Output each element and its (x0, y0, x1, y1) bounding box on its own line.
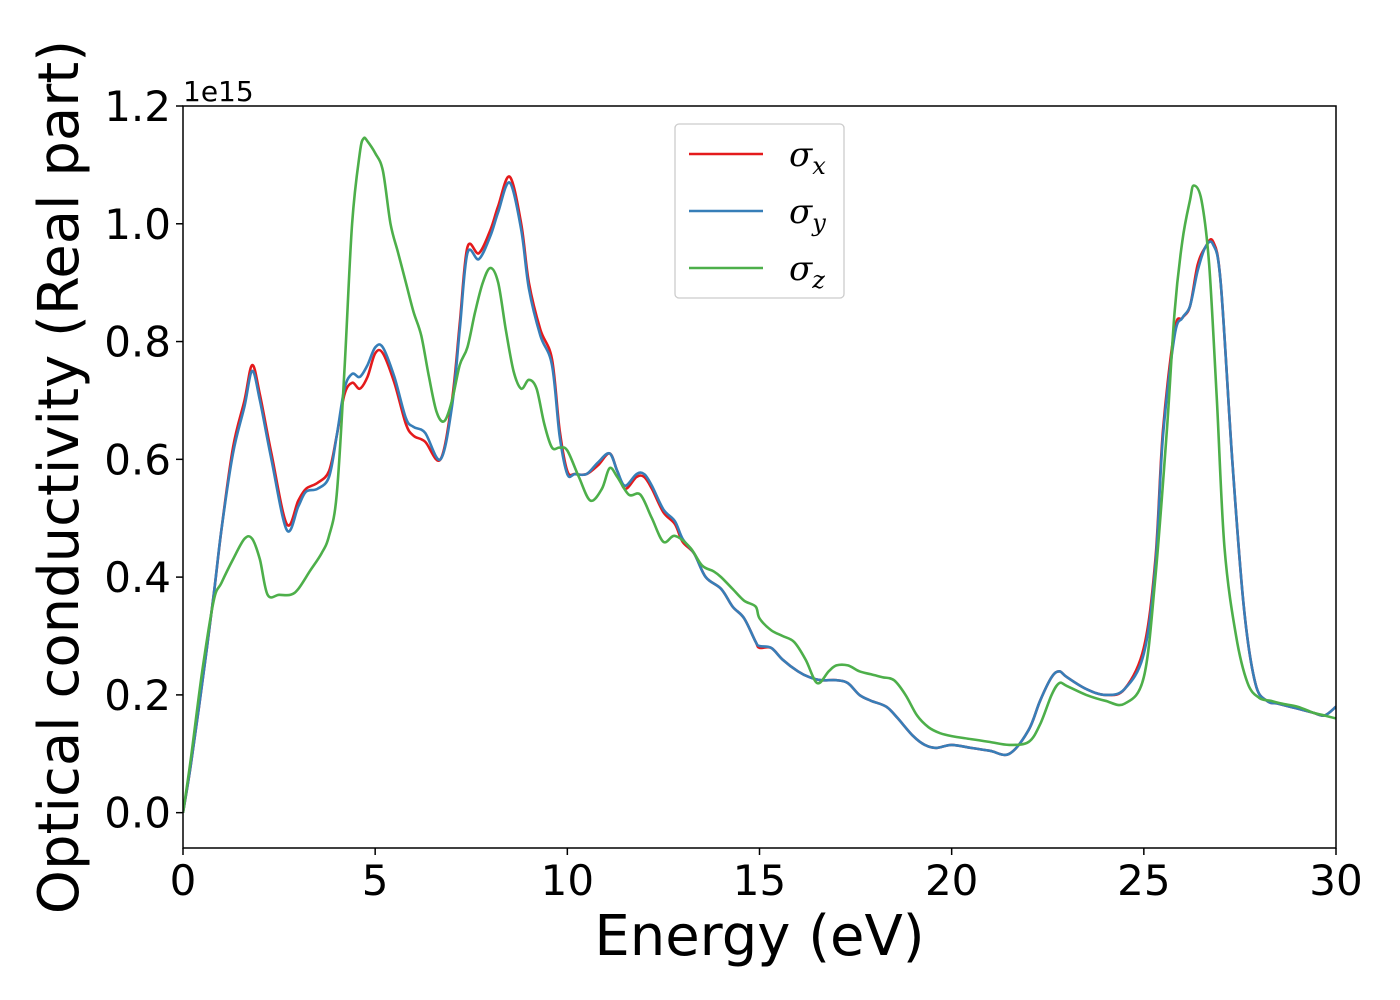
x-tick-label: 25 (1117, 856, 1170, 905)
y-tick-label: 1.2 (104, 82, 171, 131)
series-layer (183, 136, 1336, 813)
y-tick-label: 0.6 (104, 435, 171, 484)
x-tick-label: 30 (1309, 856, 1362, 905)
legend-label-z: σz (789, 249, 825, 294)
x-tick-label: 5 (362, 856, 389, 905)
legend-subscript: x (812, 152, 826, 180)
x-tick-label: 0 (170, 856, 197, 905)
y-tick-label: 0.8 (104, 318, 171, 367)
legend-symbol: σ (789, 135, 813, 175)
legend-subscript: z (811, 266, 825, 294)
x-axis-title: Energy (eV) (594, 904, 924, 969)
legend-label-y: σy (789, 192, 826, 237)
x-tick-label: 15 (733, 856, 786, 905)
y-tick-label: 1.0 (104, 200, 171, 249)
y-tick-label: 0.4 (104, 553, 171, 602)
legend-label-x: σx (789, 135, 826, 180)
y-tick-label: 0.0 (104, 789, 171, 838)
y-tick-label: 0.2 (104, 671, 171, 720)
y-offset-label: 1e15 (183, 75, 254, 108)
ticks-layer: 0 5 10 15 20 25 30 0.0 0.2 0.4 0.6 0.8 1.0 1.2 (104, 82, 1363, 905)
y-axis-title: Optical conductivity (Real part) (27, 40, 92, 914)
x-tick-label: 20 (925, 856, 978, 905)
series-line-z (183, 136, 1336, 813)
x-tick-label: 10 (541, 856, 594, 905)
legend-subscript: y (811, 209, 826, 237)
series-line-y (183, 181, 1336, 813)
legend-symbol: σ (789, 192, 813, 232)
legend-symbol: σ (789, 249, 813, 289)
